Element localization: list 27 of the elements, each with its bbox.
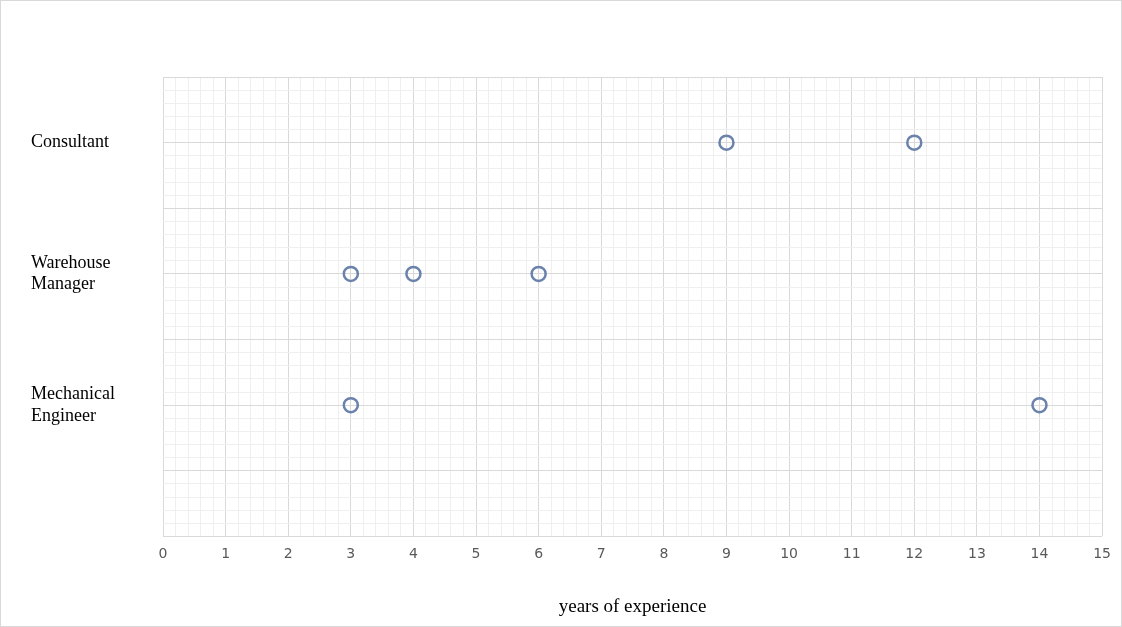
x-tick-label: 14	[1030, 545, 1049, 562]
point	[1031, 396, 1048, 414]
x-axis-title: years of experience	[558, 594, 707, 616]
y-tick-label: Consultant	[31, 131, 110, 152]
x-tick-label: 8	[659, 545, 669, 562]
point	[906, 134, 923, 151]
x-tick-label: 7	[596, 545, 606, 562]
y-tick-label: Mechanical Engineer	[31, 383, 115, 425]
x-tick-label: 5	[471, 545, 481, 562]
x-tick-label: 2	[283, 545, 293, 562]
x-tick-label: 3	[346, 545, 356, 562]
point	[530, 265, 547, 283]
y-tick-label: Warehouse Manager	[31, 251, 111, 294]
x-tick-label: 4	[408, 545, 418, 562]
point	[342, 396, 360, 414]
point	[342, 265, 360, 283]
x-tick-label: 6	[534, 545, 544, 562]
point	[718, 134, 735, 151]
x-tick-label: 15	[1093, 545, 1112, 562]
x-tick-label: 9	[721, 545, 731, 562]
x-tick-label: 12	[905, 545, 924, 562]
x-tick-label: 13	[967, 545, 986, 562]
x-tick-label: 11	[842, 545, 861, 562]
x-tick-label: 1	[221, 545, 231, 562]
point	[405, 265, 422, 283]
x-tick-label: 0	[158, 545, 168, 562]
x-tick-label: 10	[780, 545, 798, 562]
